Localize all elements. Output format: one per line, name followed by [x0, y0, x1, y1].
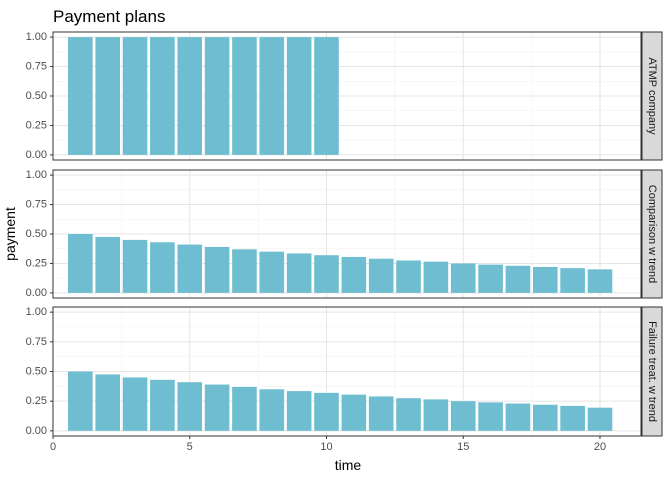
- bar: [341, 394, 367, 431]
- bar: [259, 389, 285, 431]
- y-tick-label: 0.50: [26, 228, 47, 240]
- bar: [122, 377, 148, 431]
- x-tick-label: 20: [594, 441, 606, 453]
- facet-strip: [641, 169, 663, 299]
- y-tick-label: 0.50: [26, 90, 47, 102]
- bar: [368, 396, 394, 431]
- bar: [478, 264, 503, 293]
- facet-strip: [641, 306, 663, 437]
- bar: [505, 265, 531, 293]
- bar: [423, 261, 449, 293]
- bar: [259, 37, 285, 155]
- facet-strip-label: Failure treat. w trend: [646, 321, 658, 422]
- bar: [122, 239, 148, 293]
- y-tick-label: 0.00: [26, 425, 47, 437]
- bar: [314, 255, 339, 293]
- bar: [204, 384, 230, 431]
- facet-panels: ATMP company Comparison w trend Failure tr…: [52, 31, 663, 437]
- bar: [450, 401, 476, 431]
- bar: [95, 37, 121, 155]
- y-tick-label: 1.00: [26, 169, 47, 181]
- bar: [232, 37, 257, 155]
- bar: [396, 398, 421, 431]
- x-axis-label: time: [335, 457, 362, 473]
- x-tick-label: 10: [320, 441, 332, 453]
- bar: [122, 37, 148, 155]
- bar: [150, 379, 175, 431]
- facet-strip-label: ATMP company: [646, 57, 658, 135]
- y-tick-label: 1.00: [26, 306, 47, 318]
- bar: [368, 258, 394, 293]
- y-tick-label: 0.25: [26, 395, 47, 407]
- y-tick-label: 0.25: [26, 257, 47, 269]
- bar: [204, 37, 230, 155]
- bar: [560, 405, 585, 431]
- chart-title: Payment plans: [53, 7, 165, 26]
- y-tick-label: 0.25: [26, 119, 47, 131]
- bar: [286, 253, 312, 293]
- bar: [150, 37, 175, 155]
- bar: [450, 263, 476, 293]
- y-tick-label: 0.00: [26, 287, 47, 299]
- bar: [314, 392, 339, 431]
- bar: [232, 249, 257, 293]
- bar: [478, 402, 503, 431]
- bar: [396, 260, 421, 293]
- bar: [341, 256, 367, 293]
- y-tick-label: 0.75: [26, 199, 47, 211]
- y-tick-label: 0.50: [26, 366, 47, 378]
- facet-strip: [641, 31, 663, 161]
- y-tick-label: 0.75: [26, 336, 47, 348]
- bar: [532, 266, 558, 293]
- bar: [95, 374, 121, 431]
- bar: [423, 399, 449, 431]
- bar: [286, 391, 312, 431]
- x-tick-label: 15: [457, 441, 469, 453]
- bar: [68, 234, 93, 293]
- bar: [177, 382, 203, 431]
- x-tick-label: 0: [50, 441, 56, 453]
- bar: [68, 37, 93, 155]
- bar: [150, 242, 175, 293]
- bar: [68, 371, 93, 431]
- facet-strip-label: Comparison w trend: [646, 185, 658, 283]
- bar: [560, 268, 585, 293]
- bar: [232, 386, 257, 431]
- bar: [286, 37, 312, 155]
- bar: [259, 251, 285, 293]
- bar: [505, 403, 531, 431]
- x-axis: 0 5 10 15 20: [50, 436, 606, 453]
- bar: [532, 404, 558, 431]
- bar: [95, 236, 121, 293]
- facet-panel: ATMP company: [52, 31, 663, 161]
- bar: [177, 244, 203, 293]
- y-axis: 0.00 0.25 0.50 0.75 1.00 0.00 0.25 0.50 0.75 1.00…: [26, 31, 53, 437]
- bar: [204, 246, 230, 293]
- x-tick-label: 5: [187, 441, 193, 453]
- y-axis-label: payment: [2, 207, 18, 261]
- y-tick-label: 0.00: [26, 149, 47, 161]
- bar: [177, 37, 203, 155]
- facet-panel: Failure treat. w trend: [52, 306, 663, 437]
- y-tick-label: 1.00: [26, 31, 47, 43]
- y-tick-label: 0.75: [26, 61, 47, 73]
- facet-panel: Comparison w trend: [52, 169, 663, 299]
- bar: [587, 407, 613, 431]
- bar: [314, 37, 339, 155]
- bar: [587, 269, 613, 293]
